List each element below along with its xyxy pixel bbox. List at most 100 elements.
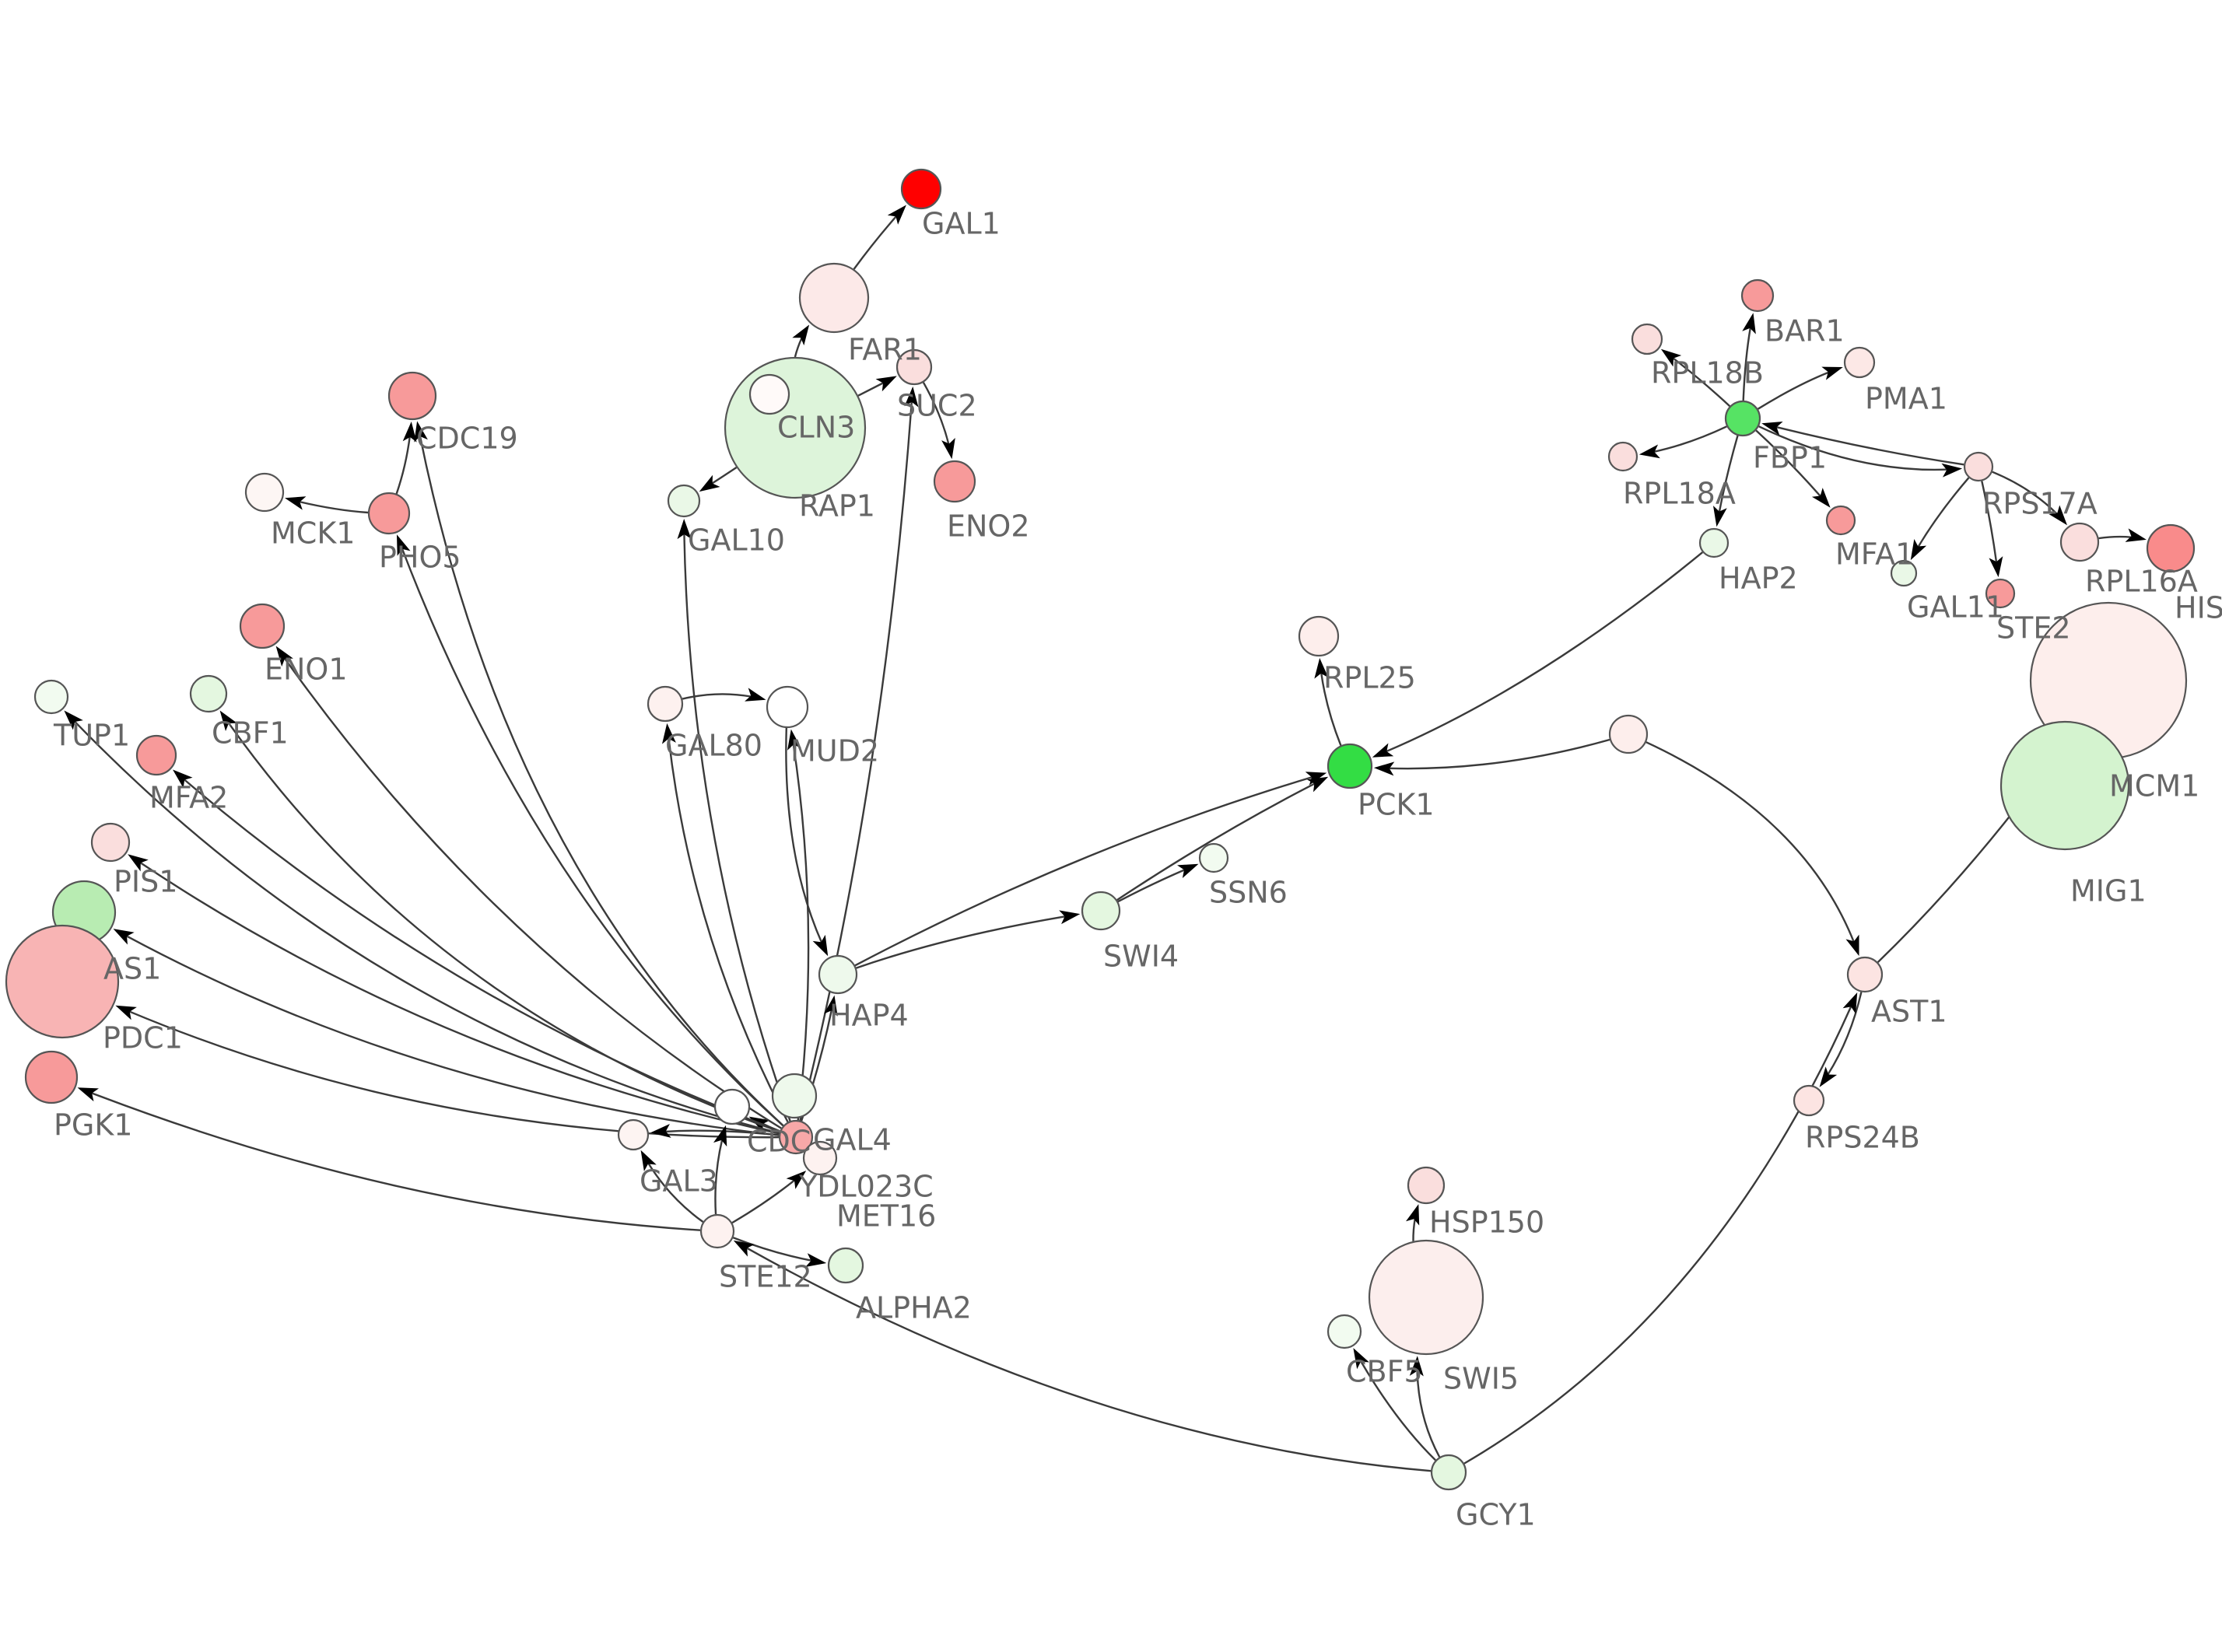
gene-node-mfa1[interactable]: [1825, 505, 1856, 536]
arrowhead-cln3-to-far1: [792, 324, 810, 346]
gene-node-pck1[interactable]: [1327, 743, 1373, 789]
edge-swi4-to-ssn6: [1117, 868, 1186, 903]
edge-pck1-to-rpl25: [1320, 672, 1342, 746]
gene-node-rps17a[interactable]: [1963, 451, 1994, 482]
arrowhead-fbp1-to-rpl18b: [1660, 348, 1682, 367]
gene-node-rps24b[interactable]: [1793, 1084, 1825, 1117]
gene-label-tup1: TUP1: [53, 719, 130, 753]
gene-node-pho5[interactable]: [367, 492, 411, 535]
arrowhead-suc2-to-eno2: [941, 438, 955, 460]
gene-node-rap1[interactable]: [748, 373, 790, 415]
gene-node-pis1[interactable]: [90, 822, 131, 863]
gene-node-ste2[interactable]: [1985, 578, 2016, 609]
edges-layer: [64, 205, 2147, 1472]
edge-ast1-to-rps24b: [1827, 992, 1863, 1076]
edge-gal4-to-mud2: [792, 744, 810, 1121]
edge-pho5-to-cdc19: [395, 436, 411, 495]
gene-node-mig1[interactable]: [1999, 720, 2130, 851]
arrowhead-gal4-to-gal80: [661, 723, 676, 744]
arrowhead-pho5-to-cdc19: [402, 422, 417, 443]
gene-node-ast1[interactable]: [1846, 956, 1884, 993]
gene-node-hap4[interactable]: [818, 954, 858, 995]
gene-node-swi4[interactable]: [1081, 891, 1121, 931]
gene-node-his4[interactable]: [2146, 523, 2196, 573]
gene-label-gal3: GAL3: [640, 1164, 718, 1199]
gene-node-suc2[interactable]: [895, 348, 933, 386]
gene-label-mfa1: MFA1: [1835, 537, 1914, 572]
gene-node-alpha2[interactable]: [827, 1247, 864, 1284]
gene-node-gal3[interactable]: [617, 1118, 650, 1151]
edge-fbp1-to-pma1: [1757, 371, 1830, 410]
gene-node-ssn6[interactable]: [1198, 842, 1229, 873]
gene-label-met16: MET16: [836, 1199, 936, 1234]
gene-node-eno1[interactable]: [239, 603, 286, 649]
gene-node-pma1[interactable]: [1843, 346, 1876, 379]
gene-label-rap1: RAP1: [799, 489, 875, 523]
arrowhead-gal4-to-suc2: [904, 386, 919, 408]
gene-node-cdc[interactable]: [713, 1088, 751, 1125]
edge-ste12-to-pgk1: [90, 1091, 701, 1231]
edge-fbp1-to-hap2: [1718, 435, 1739, 513]
edge-cln3-to-suc2: [857, 381, 885, 397]
arrowhead-gal80-to-mud2: [745, 688, 766, 702]
gene-label-alpha2: ALPHA2: [856, 1291, 972, 1325]
gene-label-rps24b: RPS24B: [1805, 1121, 1920, 1155]
gene-node-rpl18b[interactable]: [1631, 323, 1663, 355]
gene-node-pgk1[interactable]: [24, 1050, 79, 1104]
gene-node-ydl023c[interactable]: [802, 1140, 838, 1176]
gene-node-far1[interactable]: [798, 262, 870, 334]
gene-node-fbp1[interactable]: [1724, 400, 1761, 437]
arrowhead-ste12-to-pgk1: [77, 1087, 99, 1102]
gene-node-mck1[interactable]: [244, 472, 285, 513]
edge-fbp1-to-mfa1: [1755, 429, 1822, 498]
gene-node-mfa2[interactable]: [135, 734, 177, 776]
gene-node-unk1[interactable]: [1608, 714, 1649, 754]
gene-node-gal1[interactable]: [900, 168, 942, 210]
gene-node-hsp150[interactable]: [1407, 1166, 1446, 1205]
gene-label-pck1: PCK1: [1358, 788, 1435, 822]
gene-node-hap2[interactable]: [1698, 527, 1730, 558]
gene-label-ydl023c: YDL023C: [798, 1170, 934, 1204]
gene-node-cbf1[interactable]: [189, 674, 228, 713]
arrowhead-rps17a-to-fbp1: [1761, 422, 1783, 436]
gene-node-eno2[interactable]: [933, 460, 976, 503]
gene-node-rpl16a[interactable]: [2059, 522, 2100, 562]
edge-rps17a-to-gal11: [1917, 477, 1970, 548]
gene-node-gcy1[interactable]: [1430, 1454, 1467, 1491]
gene-label-suc2: SUC2: [897, 389, 977, 423]
gene-node-bar1[interactable]: [1740, 278, 1775, 313]
gene-node-tup1[interactable]: [33, 679, 69, 715]
arrowhead-gal4-to-pis1: [128, 854, 149, 872]
gene-label-mck1: MCK1: [271, 516, 355, 551]
gene-label-gal4: GAL4: [813, 1123, 892, 1157]
arrowhead-unk1-to-pck1: [1373, 761, 1395, 776]
gene-node-rpl25[interactable]: [1298, 615, 1340, 657]
gene-label-ste2: STE2: [1996, 611, 2071, 646]
gene-node-swi5[interactable]: [1368, 1239, 1484, 1356]
gene-node-hubgreen[interactable]: [771, 1073, 818, 1119]
gene-node-pdc1[interactable]: [5, 924, 120, 1039]
gene-label-gal1: GAL1: [922, 207, 1001, 241]
gene-node-mud2[interactable]: [766, 685, 809, 729]
gene-node-rpl18a[interactable]: [1607, 441, 1638, 472]
gene-label-hsp150: HSP150: [1429, 1206, 1544, 1240]
edge-unk1-to-pck1: [1388, 738, 1610, 770]
edge-gal4-to-cdc19: [419, 435, 784, 1127]
gene-label-pdc1: PDC1: [103, 1021, 183, 1055]
arrowhead-mud2-to-hap4: [812, 934, 829, 957]
gene-label-pgk1: PGK1: [54, 1108, 132, 1143]
gene-label-cbf1: CBF1: [212, 716, 289, 751]
gene-node-ste12[interactable]: [699, 1213, 735, 1249]
edge-cln3-to-gal10: [711, 467, 738, 485]
gene-node-gal4[interactable]: [778, 1119, 814, 1155]
gene-label-cln3: CLN3: [777, 411, 855, 445]
gene-node-cbf5[interactable]: [1327, 1314, 1362, 1349]
gene-node-gal11[interactable]: [1890, 559, 1918, 587]
edge-unk1-to-ast1: [1645, 741, 1856, 943]
arrowhead-gal4-to-gal3: [650, 1123, 671, 1138]
gene-node-cdc19[interactable]: [387, 371, 437, 421]
gene-node-gal10[interactable]: [667, 484, 701, 518]
gene-node-gal80[interactable]: [647, 685, 684, 723]
arrowhead-fbp1-to-hap2: [1713, 506, 1727, 527]
